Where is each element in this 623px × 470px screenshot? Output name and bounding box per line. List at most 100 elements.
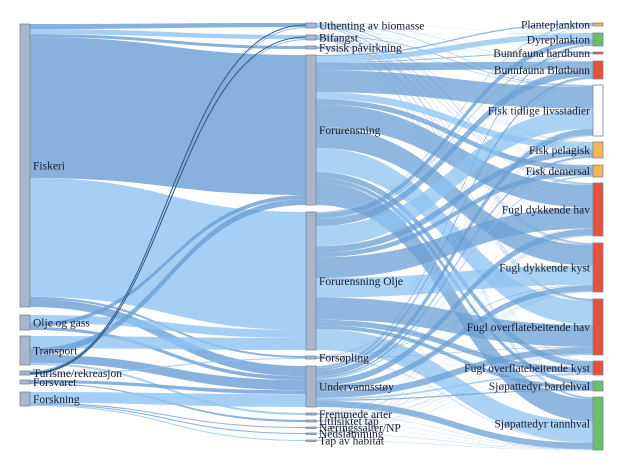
node-fisk_demersal[interactable] bbox=[592, 164, 604, 178]
node-dyreplankton[interactable] bbox=[592, 32, 604, 47]
node-fremmede[interactable] bbox=[305, 412, 317, 416]
node-fugl_ovf_hav[interactable] bbox=[592, 298, 604, 356]
labels-layer: Fiskeri Olje og gass Transport Turisme/rekr… bbox=[33, 20, 591, 448]
link-fiskeri-uthenting bbox=[30, 23, 306, 30]
node-fugl_dyk_hav[interactable] bbox=[592, 182, 604, 237]
link-undervannsstoy-sjo_bardehval bbox=[316, 389, 593, 401]
link-undervannsstoy-fugl_dyk_kyst bbox=[316, 285, 593, 392]
node-fisk_tidlig[interactable] bbox=[592, 84, 604, 137]
node-bunn_blot[interactable] bbox=[592, 60, 604, 80]
link-forsopling-sjo_tannhval bbox=[316, 358, 593, 443]
link-forurensning-fisk_pelagisk bbox=[316, 92, 593, 150]
link-uthenting-dyreplankton bbox=[316, 23, 593, 34]
link-forsopling-fugl_dyk_kyst bbox=[316, 284, 593, 358]
link-fremmede-sjo_bardehval bbox=[316, 390, 593, 415]
node-naeringssalter[interactable] bbox=[305, 426, 317, 429]
label-fugl_dyk_kyst: Fugl dykkende kyst bbox=[499, 263, 591, 275]
link-forurensning_olje-dyreplankton bbox=[316, 39, 593, 219]
link-forurensning-sjo_tannhval bbox=[316, 182, 593, 422]
node-forsvaret[interactable] bbox=[19, 379, 31, 385]
label-planteplankton: Planteplankton bbox=[521, 20, 590, 32]
link-bifangst-fugl_dyk_kyst bbox=[316, 37, 593, 245]
link-dark-0 bbox=[29, 24, 307, 374]
label-utilsiktet: Utilsiktet tap bbox=[319, 416, 379, 428]
link-forurensning_olje-fisk_demersal bbox=[316, 170, 593, 258]
node-forsopling[interactable] bbox=[305, 355, 317, 360]
link-fremmede-fisk_pelagisk bbox=[316, 157, 593, 414]
label-fisk_tidlig: Fisk tidlige livsstadier bbox=[488, 106, 590, 118]
link-nedslamming-bunn_hard bbox=[316, 53, 593, 434]
link-undervannsstoy-dyreplankton bbox=[316, 44, 593, 368]
link-forskning-undervannsstoy bbox=[30, 392, 306, 407]
link-naeringssalter-bunn_hard bbox=[316, 53, 593, 428]
node-forskning[interactable] bbox=[19, 391, 31, 407]
link-forurensning_olje-fugl_dyk_kyst bbox=[316, 265, 593, 298]
link-nedslamming-planteplankton bbox=[316, 25, 593, 434]
link-naeringssalter-fugl_ovf_kyst bbox=[316, 374, 593, 428]
link-nedslamming-fugl_dyk_kyst bbox=[316, 291, 593, 434]
link-uthenting-bunn_blot bbox=[316, 23, 593, 62]
label-fugl_ovf_kyst: Fugl overflatebeitende kyst bbox=[464, 363, 591, 375]
node-olje[interactable] bbox=[19, 314, 31, 331]
link-naeringssalter-fugl_ovf_hav bbox=[316, 354, 593, 428]
link-forurensning-dyreplankton bbox=[316, 33, 593, 62]
link-nedslamming-bunn_blot bbox=[316, 78, 593, 434]
node-forurensning[interactable] bbox=[305, 54, 317, 206]
link-uthenting-bunn_hard bbox=[316, 23, 593, 53]
link-forurensning-bunn_blot bbox=[316, 61, 593, 71]
link-nedslamming-fugl_dyk_hav bbox=[316, 235, 593, 434]
link-undervannsstoy-fugl_ovf_kyst bbox=[316, 373, 593, 400]
label-dyreplankton: Dyreplankton bbox=[527, 35, 590, 47]
link-forurensning_olje-planteplankton bbox=[316, 24, 593, 214]
link-forsopling-bunn_hard bbox=[316, 53, 593, 357]
link-forsopling-bunn_blot bbox=[316, 76, 593, 357]
node-sjo_bardehval[interactable] bbox=[592, 380, 604, 392]
node-bifangst[interactable] bbox=[305, 34, 317, 41]
node-planteplankton[interactable] bbox=[592, 22, 604, 27]
link-forsopling-fugl_ovf_kyst bbox=[316, 358, 593, 374]
link-forurensning-planteplankton bbox=[316, 23, 593, 57]
link-nedslamming-fugl_ovf_hav bbox=[316, 354, 593, 434]
node-fugl_ovf_kyst[interactable] bbox=[592, 360, 604, 376]
link-forurensning_olje-fugl_ovf_kyst bbox=[316, 319, 593, 373]
node-uthenting[interactable] bbox=[305, 22, 317, 29]
link-fremmede-fisk_demersal bbox=[316, 176, 593, 414]
link-undervannsstoy-bunn_blot bbox=[316, 76, 593, 371]
node-turisme[interactable] bbox=[19, 370, 31, 376]
link-forsopling-fugl_dyk_hav bbox=[316, 228, 593, 358]
node-forurensning_olje[interactable] bbox=[305, 211, 317, 351]
node-sjo_tannhval[interactable] bbox=[592, 396, 604, 451]
link-forurensning-fugl_dyk_kyst bbox=[316, 127, 593, 266]
link-utilsiktet-bunn_hard bbox=[316, 53, 593, 421]
link-naeringssalter-sjo_bardehval bbox=[316, 390, 593, 428]
label-forurensning: Forurensning bbox=[319, 125, 381, 137]
node-nedslamming[interactable] bbox=[305, 432, 317, 435]
link-forsopling-dyreplankton bbox=[316, 44, 593, 357]
link-undervannsstoy-fisk_demersal bbox=[316, 175, 593, 380]
node-fiskeri[interactable] bbox=[19, 23, 31, 308]
node-bunn_hard[interactable] bbox=[592, 51, 604, 55]
link-fremmede-bunn_hard bbox=[316, 53, 593, 414]
node-fugl_dyk_kyst[interactable] bbox=[592, 242, 604, 293]
link-forurensning-bunn_hard bbox=[316, 52, 593, 63]
link-naeringssalter-fisk_tidlig bbox=[316, 135, 593, 428]
label-fisk_pelagisk: Fisk pelagisk bbox=[529, 145, 590, 157]
node-utilsiktet[interactable] bbox=[305, 419, 317, 423]
label-forskning: Forskning bbox=[33, 394, 80, 406]
label-olje: Olje og gass bbox=[33, 318, 90, 330]
link-olje-undervannsstoy bbox=[30, 327, 306, 381]
label-naeringssalter: Næringssalter/NP bbox=[319, 423, 401, 435]
node-fysisk[interactable] bbox=[305, 45, 317, 50]
link-undervannsstoy-fugl_dyk_hav bbox=[316, 228, 593, 386]
link-nedslamming-fisk_demersal bbox=[316, 176, 593, 434]
node-undervannsstoy[interactable] bbox=[305, 365, 317, 408]
node-tap_habitat[interactable] bbox=[305, 439, 317, 442]
link-fremmede-fisk_tidlig bbox=[316, 134, 593, 414]
link-tap_habitat-fugl_dyk_kyst bbox=[316, 291, 593, 441]
node-transport[interactable] bbox=[19, 335, 31, 366]
node-fisk_pelagisk[interactable] bbox=[592, 141, 604, 159]
link-utilsiktet-fugl_dyk_kyst bbox=[316, 291, 593, 422]
label-fugl_ovf_hav: Fugl overflatebeitende hav bbox=[467, 322, 591, 334]
link-forurensning_olje-fisk_tidlig bbox=[316, 108, 593, 247]
